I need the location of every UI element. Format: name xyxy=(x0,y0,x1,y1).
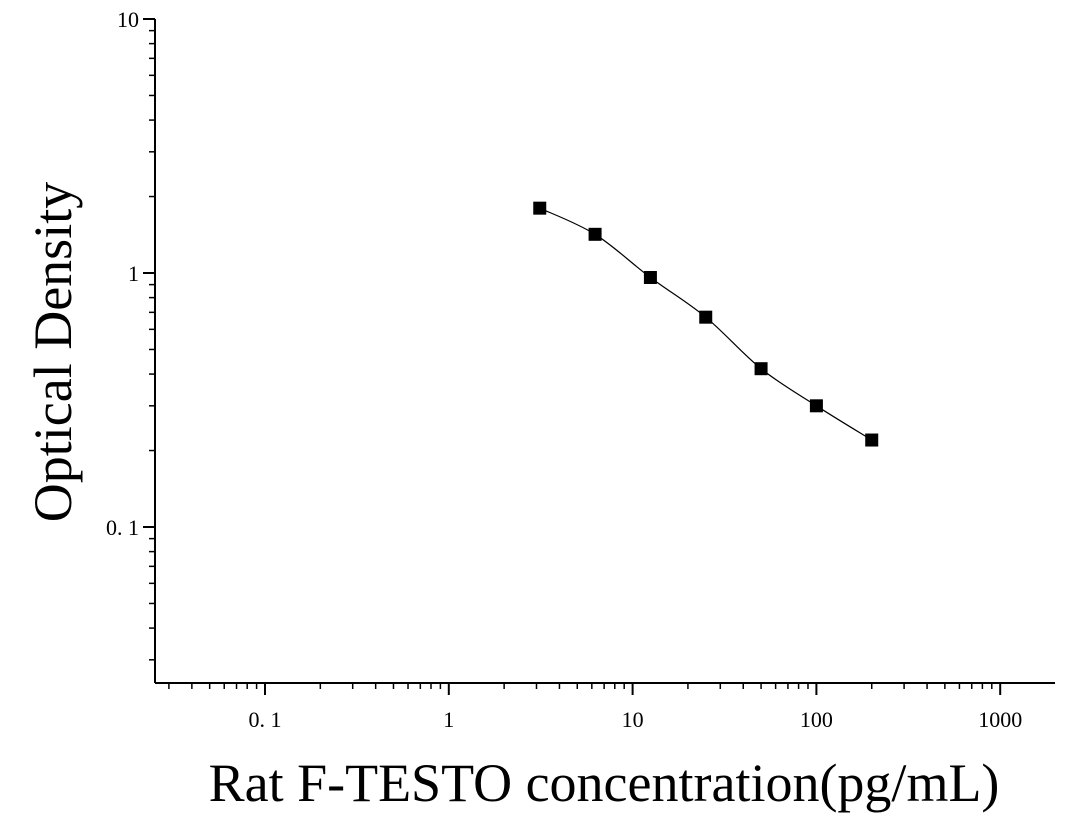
x-axis-tick-labels: 0. 1 1 10 100 1000 xyxy=(249,707,1023,732)
y-axis-title: Optical Density xyxy=(23,182,83,522)
y-axis-ticks xyxy=(143,18,155,661)
data-point xyxy=(865,433,879,447)
data-point xyxy=(588,227,602,241)
y-tick-label: 10 xyxy=(117,7,139,32)
x-tick-label: 0. 1 xyxy=(249,707,282,732)
y-axis-tick-labels: 0. 1 1 10 xyxy=(106,7,139,540)
data-point xyxy=(643,271,657,285)
y-tick-label: 1 xyxy=(128,261,139,286)
x-axis-ticks xyxy=(168,683,1002,695)
x-tick-label: 1000 xyxy=(978,707,1022,732)
data-point xyxy=(809,399,823,413)
data-points xyxy=(533,201,879,447)
y-tick-label: 0. 1 xyxy=(106,515,139,540)
data-point xyxy=(754,362,768,376)
data-point xyxy=(699,310,713,324)
data-point xyxy=(533,201,547,215)
x-tick-label: 1 xyxy=(443,707,454,732)
axes xyxy=(154,19,1055,684)
x-axis-title: Rat F-TESTO concentration(pg/mL) xyxy=(209,753,1000,813)
x-tick-label: 10 xyxy=(622,707,644,732)
x-tick-label: 100 xyxy=(800,707,833,732)
